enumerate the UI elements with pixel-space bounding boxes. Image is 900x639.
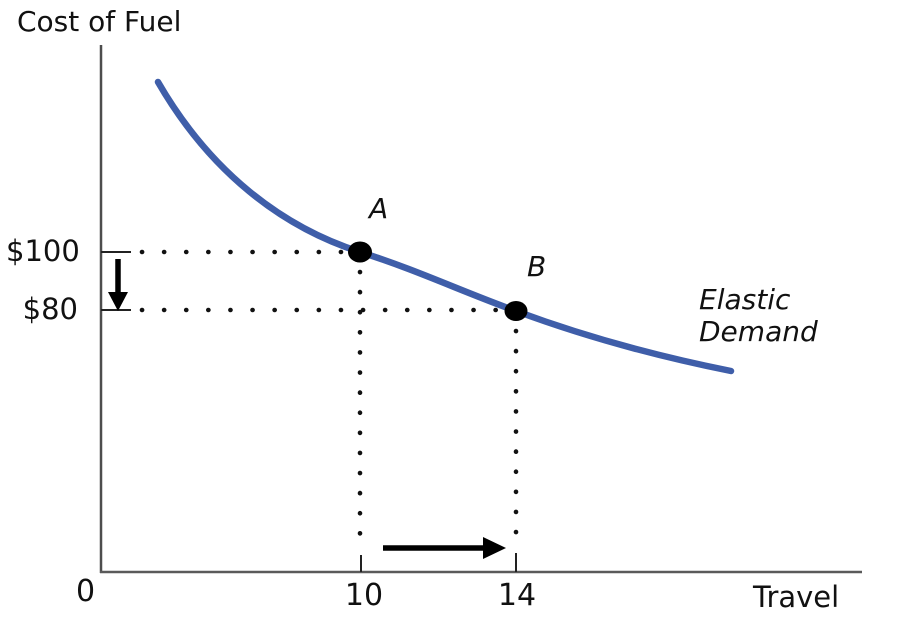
x-tick-label-10: 10 (344, 578, 384, 613)
quantity-increase-arrow-icon (383, 537, 506, 559)
point-a-label: A (369, 192, 389, 225)
price-decrease-arrow-icon (108, 259, 128, 311)
point-b-label: B (527, 250, 547, 283)
origin-label: 0 (76, 574, 96, 609)
demand-curve (154, 78, 735, 375)
curve-label: Elastic Demand (699, 283, 818, 348)
y-axis-title: Cost of Fuel (17, 5, 182, 38)
point-b-marker (504, 301, 528, 321)
x-axis-title: Travel (753, 580, 840, 614)
y-tick-label-100: $100 (6, 234, 80, 268)
point-a-marker (348, 241, 372, 263)
y-tick-label-80: $80 (22, 292, 78, 326)
x-tick-label-14: 14 (497, 578, 537, 613)
